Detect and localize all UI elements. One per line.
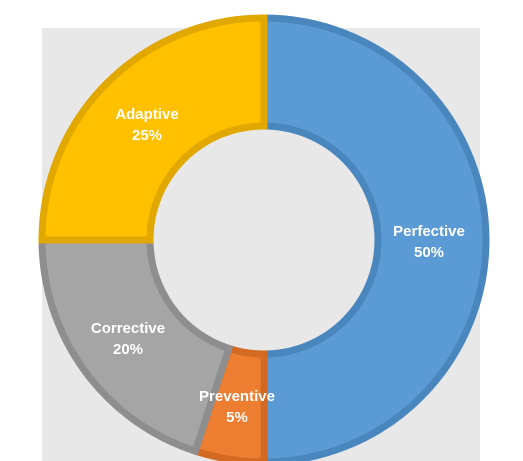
- slice-label-adaptive: Adaptive: [115, 106, 178, 123]
- slice-value-corrective: 20%: [113, 341, 143, 358]
- slice-label-preventive: Preventive: [199, 388, 275, 405]
- slice-value-preventive: 5%: [226, 409, 248, 426]
- slice-value-perfective: 50%: [414, 244, 444, 261]
- slice-label-corrective: Corrective: [91, 320, 165, 337]
- slice-value-adaptive: 25%: [132, 127, 162, 144]
- slice-label-perfective: Perfective: [393, 223, 465, 240]
